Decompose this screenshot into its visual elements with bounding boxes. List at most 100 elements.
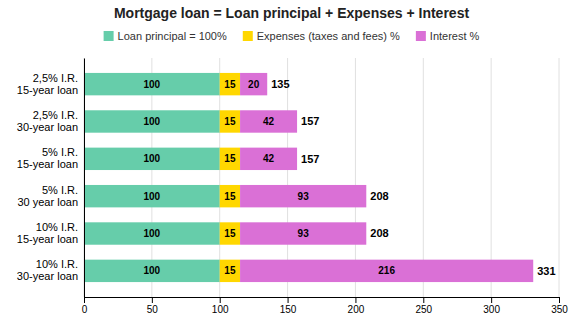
y-tick: 10% I.R.15-year loan	[17, 221, 78, 245]
legend: Loan principal = 100% Expenses (taxes and…	[104, 30, 480, 42]
legend-swatch	[104, 31, 114, 41]
legend-label: Expenses (taxes and fees) %	[257, 30, 400, 42]
data-label: 100	[144, 79, 161, 90]
y-tick-label: 2,5% I.R.30-year loan	[17, 109, 78, 133]
x-tick-mark	[288, 297, 289, 303]
y-tick: 2,5% I.R.30-year loan	[17, 109, 78, 133]
data-label: 216	[378, 265, 395, 276]
total-label: 208	[370, 227, 388, 239]
y-tick-label-line: 2,5% I.R.	[33, 72, 78, 84]
y-tick-label: 10% I.R.15-year loan	[17, 221, 78, 245]
total-label: 331	[537, 265, 555, 277]
data-label: 100	[144, 228, 161, 239]
x-tick: 100	[212, 297, 229, 315]
total-label: 157	[301, 115, 319, 127]
bar	[240, 73, 267, 95]
data-label: 42	[263, 116, 275, 127]
y-tick-label-line: 15-year loan	[17, 158, 78, 170]
data-label: 15	[224, 116, 236, 127]
x-axis-line	[85, 298, 560, 304]
y-tick-label-line: 10% I.R.	[36, 258, 78, 270]
data-label: 93	[298, 228, 310, 239]
legend-label: Interest %	[430, 30, 480, 42]
x-tick-mark	[84, 297, 85, 303]
data-label: 42	[263, 153, 275, 164]
total-label: 157	[301, 153, 319, 165]
legend-item: Expenses (taxes and fees) %	[243, 30, 400, 42]
bar	[84, 110, 220, 132]
bar	[84, 185, 220, 207]
data-labels: 1001001001001001001515151515152042429393…	[144, 78, 556, 277]
x-tick-mark	[423, 297, 424, 303]
y-tick-label-line: 30 year loan	[17, 196, 78, 208]
y-axis: 2,5% I.R.15-year loan2,5% I.R.30-year lo…	[17, 59, 85, 298]
x-tick-label: 350	[551, 304, 568, 315]
bar	[220, 222, 240, 244]
bar	[240, 260, 533, 282]
y-tick-label-line: 2,5% I.R.	[33, 109, 78, 121]
y-tick-label-line: 15-year loan	[17, 233, 78, 245]
y-axis-line	[84, 59, 85, 298]
series	[220, 73, 240, 282]
y-tick-label-line: 30-year loan	[17, 121, 78, 133]
bar	[220, 185, 240, 207]
x-tick-label: 150	[280, 304, 297, 315]
data-label: 100	[144, 265, 161, 276]
bar	[220, 148, 240, 170]
grid-line	[559, 58, 560, 297]
x-tick: 300	[483, 297, 500, 315]
y-tick-label: 10% I.R.30-year loan	[17, 258, 78, 282]
x-tick-label: 100	[212, 304, 229, 315]
x-tick: 0	[82, 297, 88, 315]
y-tick-label-line: 5% I.R.	[42, 184, 78, 196]
data-label: 15	[224, 228, 236, 239]
y-tick-label-line: 30-year loan	[17, 270, 78, 282]
bar	[240, 222, 366, 244]
series	[240, 73, 533, 282]
x-tick: 200	[348, 297, 365, 315]
bar	[220, 260, 240, 282]
x-tick-mark	[491, 297, 492, 303]
bar	[220, 73, 240, 95]
series	[84, 73, 220, 282]
data-label: 100	[144, 116, 161, 127]
data-label: 15	[224, 79, 236, 90]
y-tick-label-line: 5% I.R.	[42, 146, 78, 158]
bar	[240, 110, 297, 132]
bars	[84, 73, 533, 282]
data-label: 100	[144, 191, 161, 202]
x-tick-label: 300	[483, 304, 500, 315]
bar	[240, 185, 366, 207]
x-tick-label: 200	[348, 304, 365, 315]
bar	[84, 73, 220, 95]
bar	[84, 148, 220, 170]
legend-swatch	[243, 31, 253, 41]
x-tick: 350	[551, 297, 568, 315]
title: Mortgage loan = Loan principal + Expense…	[114, 5, 469, 21]
x-tick-mark	[559, 297, 560, 303]
y-tick: 10% I.R.30-year loan	[17, 258, 78, 282]
y-tick-label: 5% I.R.15-year loan	[17, 146, 78, 170]
bar	[84, 260, 220, 282]
legend-swatch	[416, 31, 426, 41]
legend-item: Loan principal = 100%	[104, 30, 227, 42]
x-tick-mark	[220, 297, 221, 303]
total-label: 208	[370, 190, 388, 202]
data-label: 15	[224, 191, 236, 202]
data-label: 20	[248, 79, 260, 90]
bar	[240, 148, 297, 170]
grid-line	[84, 58, 85, 297]
legend-label: Loan principal = 100%	[118, 30, 227, 42]
legend-item: Interest %	[416, 30, 480, 42]
y-tick: 5% I.R.15-year loan	[17, 146, 78, 170]
x-tick-label: 50	[147, 304, 159, 315]
x-axis: 0 50 100 150 200 250 300 350	[82, 297, 569, 315]
x-tick: 150	[280, 297, 297, 315]
grid	[84, 58, 559, 297]
y-tick: 5% I.R.30 year loan	[17, 184, 78, 208]
data-label: 15	[224, 153, 236, 164]
x-tick-mark	[355, 297, 356, 303]
data-label: 93	[298, 191, 310, 202]
x-tick-label: 250	[415, 304, 432, 315]
x-tick-label: 0	[82, 304, 88, 315]
